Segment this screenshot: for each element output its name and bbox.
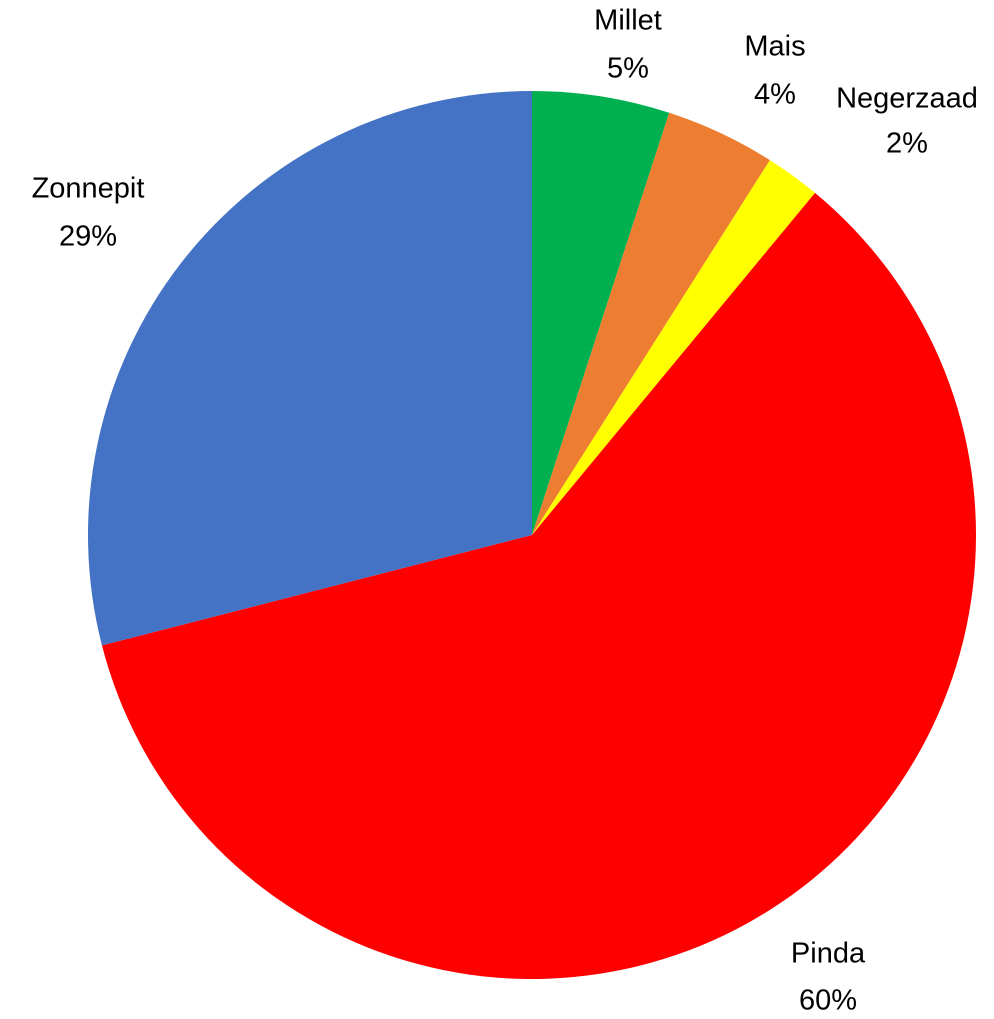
slice-value-label: 2%: [886, 128, 928, 160]
slice-label: Mais: [744, 31, 805, 63]
slice-value-label: 29%: [59, 221, 117, 253]
slice-value-label: 4%: [754, 79, 796, 111]
slice-label: Millet: [594, 5, 662, 37]
slice-label: Zonnepit: [32, 173, 145, 205]
pie-slice: [532, 160, 816, 535]
slice-value-label: 5%: [607, 53, 649, 85]
slice-label: Pinda: [791, 938, 866, 970]
slice-value-label: 60%: [799, 985, 857, 1017]
pie-slice: [532, 91, 670, 535]
pie-slice: [87, 91, 533, 646]
pie-slice: [101, 192, 976, 980]
pie-slice: [532, 112, 770, 536]
slice-label: Negerzaad: [836, 83, 978, 115]
